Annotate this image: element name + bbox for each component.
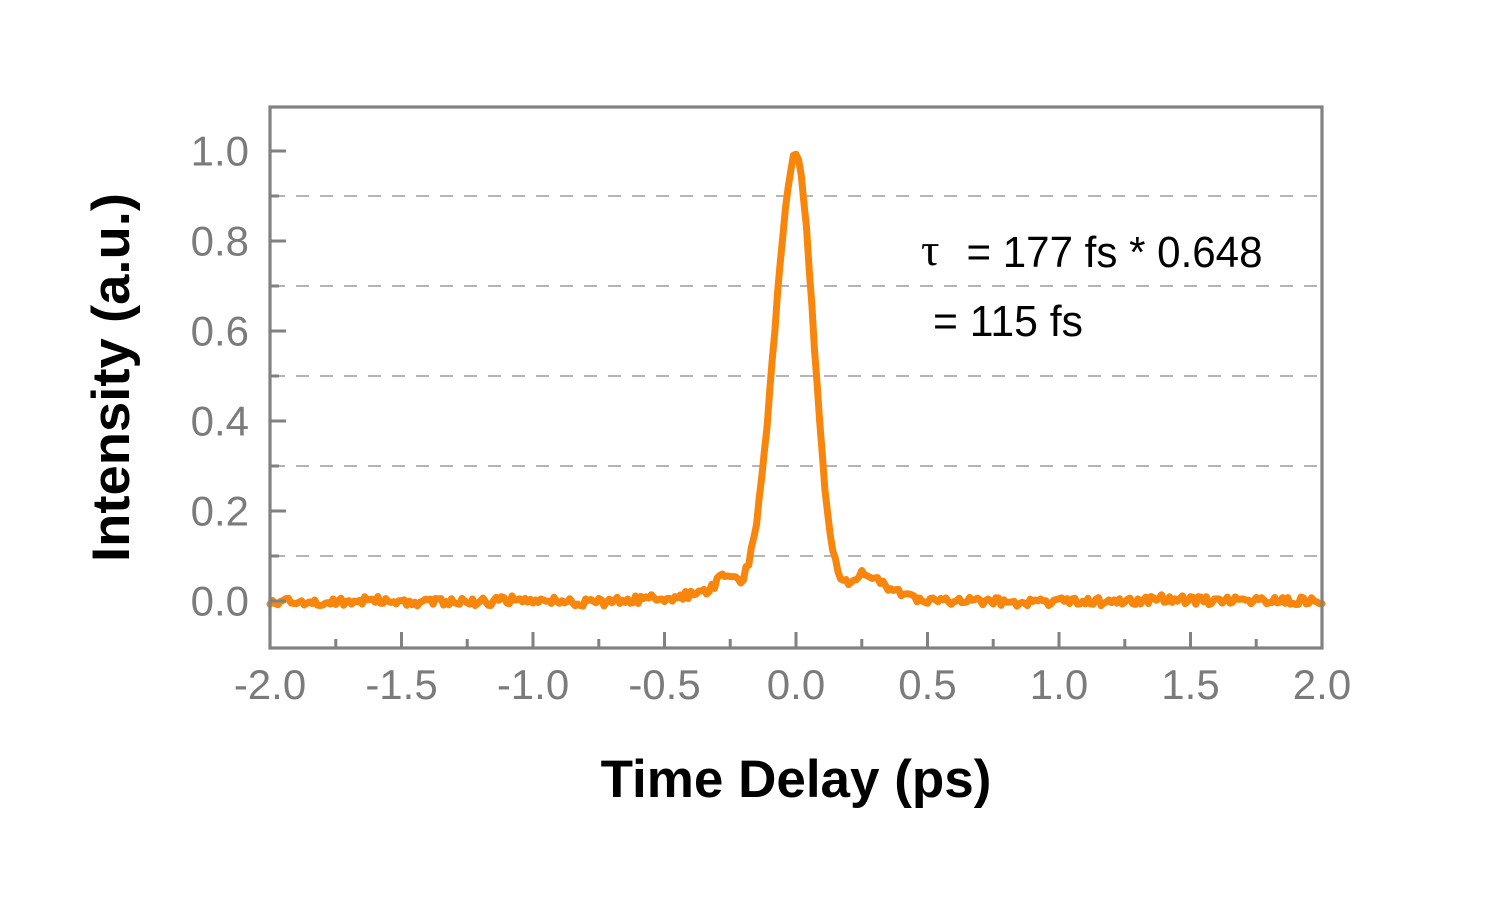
svg-text:-2.0: -2.0	[234, 661, 306, 708]
svg-text:= 115 fs: = 115 fs	[933, 297, 1083, 346]
svg-text:0.8: 0.8	[191, 218, 249, 265]
svg-text:0.5: 0.5	[898, 661, 956, 708]
svg-text:Time Delay (ps): Time Delay (ps)	[601, 750, 992, 809]
svg-text:1.5: 1.5	[1161, 661, 1219, 708]
svg-text:-0.5: -0.5	[628, 661, 700, 708]
svg-text:1.0: 1.0	[191, 128, 249, 175]
svg-text:0.0: 0.0	[191, 578, 249, 625]
svg-text:1.0: 1.0	[1030, 661, 1088, 708]
svg-text:0.0: 0.0	[767, 661, 825, 708]
svg-text:-1.5: -1.5	[365, 661, 437, 708]
svg-text:τ: τ	[921, 224, 940, 275]
svg-text:0.4: 0.4	[191, 398, 249, 445]
svg-text:0.2: 0.2	[191, 488, 249, 535]
svg-text:0.6: 0.6	[191, 308, 249, 355]
svg-text:-1.0: -1.0	[497, 661, 569, 708]
svg-text:= 177 fs * 0.648: = 177 fs * 0.648	[967, 228, 1263, 277]
svg-text:Intensity (a.u.): Intensity (a.u.)	[82, 193, 141, 562]
svg-text:2.0: 2.0	[1293, 661, 1351, 708]
